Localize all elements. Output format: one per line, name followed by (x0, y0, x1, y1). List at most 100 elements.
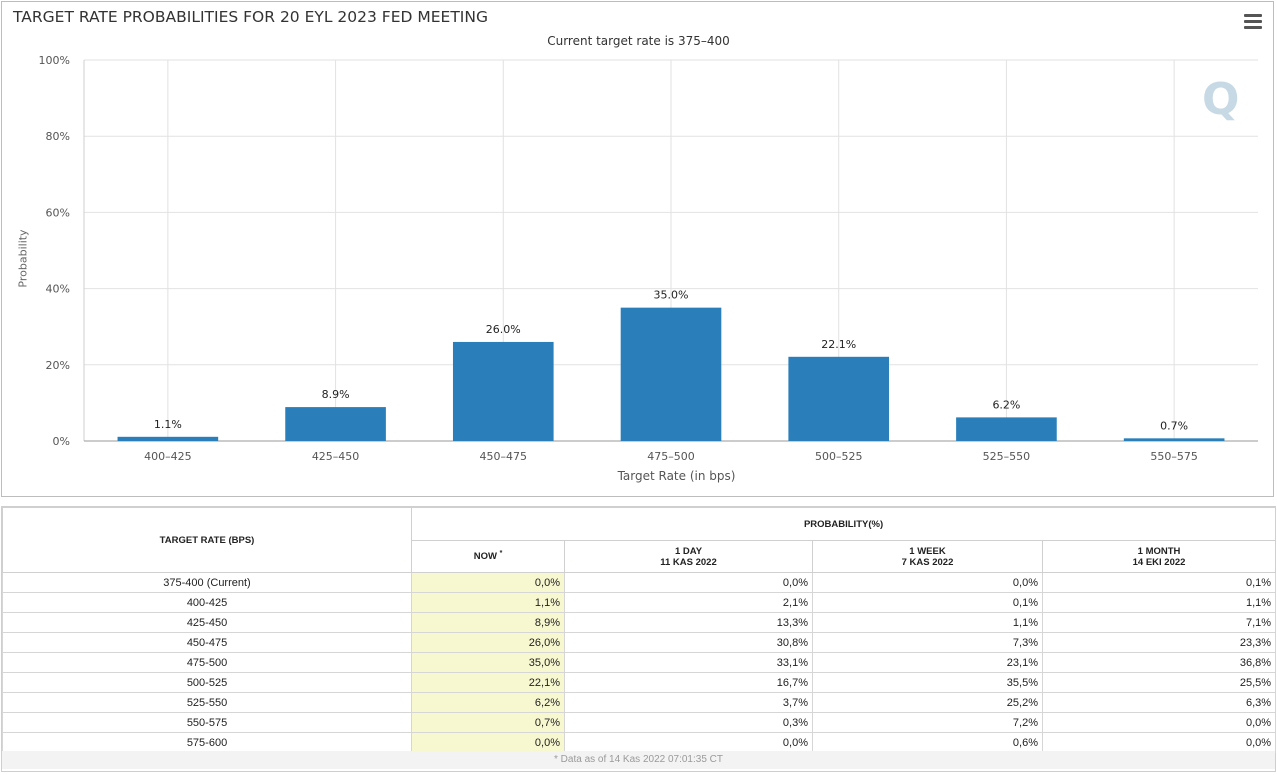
probability-table-panel: TARGET RATE (BPS) PROBABILITY(%) NOW * 1… (1, 506, 1277, 772)
bar (956, 417, 1057, 441)
probability-table: TARGET RATE (BPS) PROBABILITY(%) NOW * 1… (2, 507, 1277, 753)
header-1-month-label: 1 MONTH (1137, 545, 1181, 557)
month-cell: 36,8% (1041, 652, 1277, 673)
bar-chart: 0% 20% 40% 60% 80% 100% 1.1% 400–425 8.9% 425–450… (39, 54, 1258, 463)
chart-panel: TARGET RATE PROBABILITIES FOR 20 EYL 202… (1, 1, 1274, 497)
bar (117, 436, 219, 441)
week-cell: 35,5% (812, 672, 1043, 693)
month-cell: 25,5% (1041, 672, 1277, 693)
watermark-logo: Q (1202, 74, 1239, 125)
table-row: 425-450 8,9% 13,3% 1,1% 7,1% (2, 612, 1277, 633)
bar (1123, 438, 1225, 441)
month-cell: 0,0% (1041, 712, 1277, 733)
header-1-day: 1 DAY 11 KAS 2022 (564, 540, 813, 573)
x-tick-label: 475–500 (647, 450, 695, 463)
rate-cell: 525-550 (2, 692, 412, 713)
day-cell: 33,1% (564, 652, 813, 673)
table-row: 525-550 6,2% 3,7% 25,2% 6,3% (2, 692, 1277, 713)
week-cell: 0,6% (812, 732, 1043, 753)
table-row: 450-475 26,0% 30,8% 7,3% 23,3% (2, 632, 1277, 653)
week-cell: 0,0% (812, 572, 1043, 593)
rate-cell: 450-475 (2, 632, 412, 653)
y-tick-label: 80% (46, 130, 70, 143)
now-cell: 8,9% (411, 612, 565, 633)
header-probability: PROBABILITY(%) (410, 507, 1277, 541)
week-cell: 25,2% (812, 692, 1043, 713)
bar (452, 341, 554, 441)
header-now: NOW * (411, 540, 565, 573)
header-1-day-date: 11 KAS 2022 (660, 556, 717, 568)
now-cell: 0,7% (411, 712, 565, 733)
day-cell: 30,8% (564, 632, 813, 653)
y-axis-label: Probability (16, 229, 30, 288)
rate-cell: 425-450 (2, 612, 412, 633)
y-tick-label: 100% (39, 54, 70, 67)
data-label: 8.9% (322, 388, 350, 401)
rate-cell: 475-500 (2, 652, 412, 673)
now-cell: 6,2% (411, 692, 565, 713)
data-label: 1.1% (154, 418, 182, 431)
now-cell: 26,0% (411, 632, 565, 653)
month-cell: 1,1% (1041, 592, 1277, 613)
y-tick-label: 60% (46, 206, 70, 219)
week-cell: 23,1% (812, 652, 1043, 673)
table-row: 400-425 1,1% 2,1% 0,1% 1,1% (2, 592, 1277, 613)
now-cell: 1,1% (411, 592, 565, 613)
day-cell: 2,1% (564, 592, 813, 613)
hamburger-menu-icon[interactable] (1244, 14, 1262, 30)
rate-cell: 550-575 (2, 712, 412, 733)
header-1-week: 1 WEEK 7 KAS 2022 (812, 540, 1043, 573)
now-cell: 22,1% (411, 672, 565, 693)
table-row: 550-575 0,7% 0,3% 7,2% 0,0% (2, 712, 1277, 733)
x-tick-label: 450–475 (480, 450, 528, 463)
bar (620, 307, 722, 441)
month-cell: 0,1% (1041, 572, 1277, 593)
data-label: 0.7% (1160, 419, 1188, 432)
data-label: 22.1% (821, 338, 856, 351)
now-cell: 0,0% (411, 572, 565, 593)
week-cell: 7,2% (812, 712, 1043, 733)
table-row: 475-500 35,0% 33,1% 23,1% 36,8% (2, 652, 1277, 673)
table-row: 575-600 0,0% 0,0% 0,6% 0,0% (2, 732, 1277, 753)
week-cell: 0,1% (812, 592, 1043, 613)
month-cell: 6,3% (1041, 692, 1277, 713)
x-tick-label: 500–525 (815, 450, 863, 463)
x-axis-label: Target Rate (in bps) (617, 469, 736, 483)
now-cell: 35,0% (411, 652, 565, 673)
table-row: 375-400 (Current) 0,0% 0,0% 0,0% 0,1% (2, 572, 1277, 593)
chart-subtitle: Current target rate is 375–400 (547, 34, 730, 48)
x-tick-label: 525–550 (983, 450, 1031, 463)
rate-cell: 500-525 (2, 672, 412, 693)
y-tick-label: 20% (46, 359, 70, 372)
day-cell: 0,0% (564, 572, 813, 593)
rate-cell: 400-425 (2, 592, 412, 613)
header-1-week-label: 1 WEEK (909, 545, 946, 557)
day-cell: 0,3% (564, 712, 813, 733)
day-cell: 0,0% (564, 732, 813, 753)
header-target-rate: TARGET RATE (BPS) (2, 507, 412, 573)
day-cell: 16,7% (564, 672, 813, 693)
day-cell: 13,3% (564, 612, 813, 633)
table-body: 375-400 (Current) 0,0% 0,0% 0,0% 0,1% 400-425… (2, 572, 1277, 753)
data-label: 26.0% (486, 323, 521, 336)
header-now-mark: * (499, 550, 503, 558)
rate-cell: 375-400 (Current) (2, 572, 412, 593)
rate-cell: 575-600 (2, 732, 412, 753)
month-cell: 0,0% (1041, 732, 1277, 753)
bar (285, 407, 386, 441)
data-label: 6.2% (992, 398, 1020, 411)
x-tick-label: 425–450 (312, 450, 360, 463)
header-now-label: NOW (473, 551, 497, 563)
header-1-week-date: 7 KAS 2022 (901, 556, 954, 568)
bar (788, 356, 890, 441)
header-1-month-date: 14 EKI 2022 (1132, 556, 1186, 568)
data-timestamp-footnote: * Data as of 14 Kas 2022 07:01:35 CT (2, 751, 1275, 769)
x-tick-label: 400–425 (144, 450, 192, 463)
x-tick-label: 550–575 (1150, 450, 1198, 463)
y-tick-label: 40% (46, 283, 70, 296)
month-cell: 7,1% (1041, 612, 1277, 633)
now-cell: 0,0% (411, 732, 565, 753)
chart-title: TARGET RATE PROBABILITIES FOR 20 EYL 202… (13, 8, 488, 26)
table-row: 500-525 22,1% 16,7% 35,5% 25,5% (2, 672, 1277, 693)
week-cell: 7,3% (812, 632, 1043, 653)
